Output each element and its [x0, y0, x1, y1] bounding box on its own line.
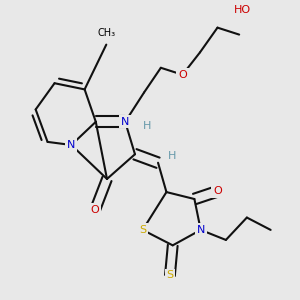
- Text: O: O: [91, 205, 100, 215]
- Text: H: H: [143, 122, 151, 131]
- Text: CH₃: CH₃: [97, 28, 116, 38]
- Text: O: O: [178, 70, 187, 80]
- Text: HO: HO: [233, 5, 250, 15]
- Text: H: H: [168, 151, 176, 161]
- Text: N: N: [196, 225, 205, 235]
- Text: N: N: [121, 117, 129, 127]
- Text: N: N: [67, 140, 76, 150]
- Text: S: S: [167, 271, 173, 281]
- Text: O: O: [213, 186, 222, 196]
- Text: S: S: [139, 225, 146, 235]
